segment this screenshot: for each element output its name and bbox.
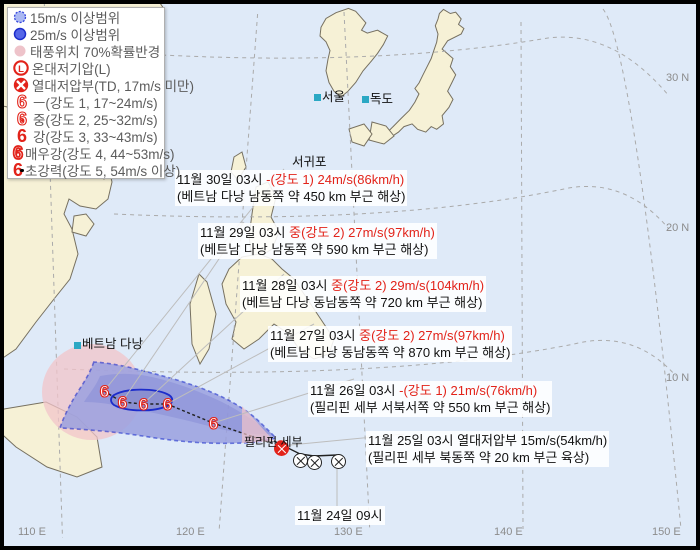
svg-text:L: L xyxy=(18,63,24,74)
